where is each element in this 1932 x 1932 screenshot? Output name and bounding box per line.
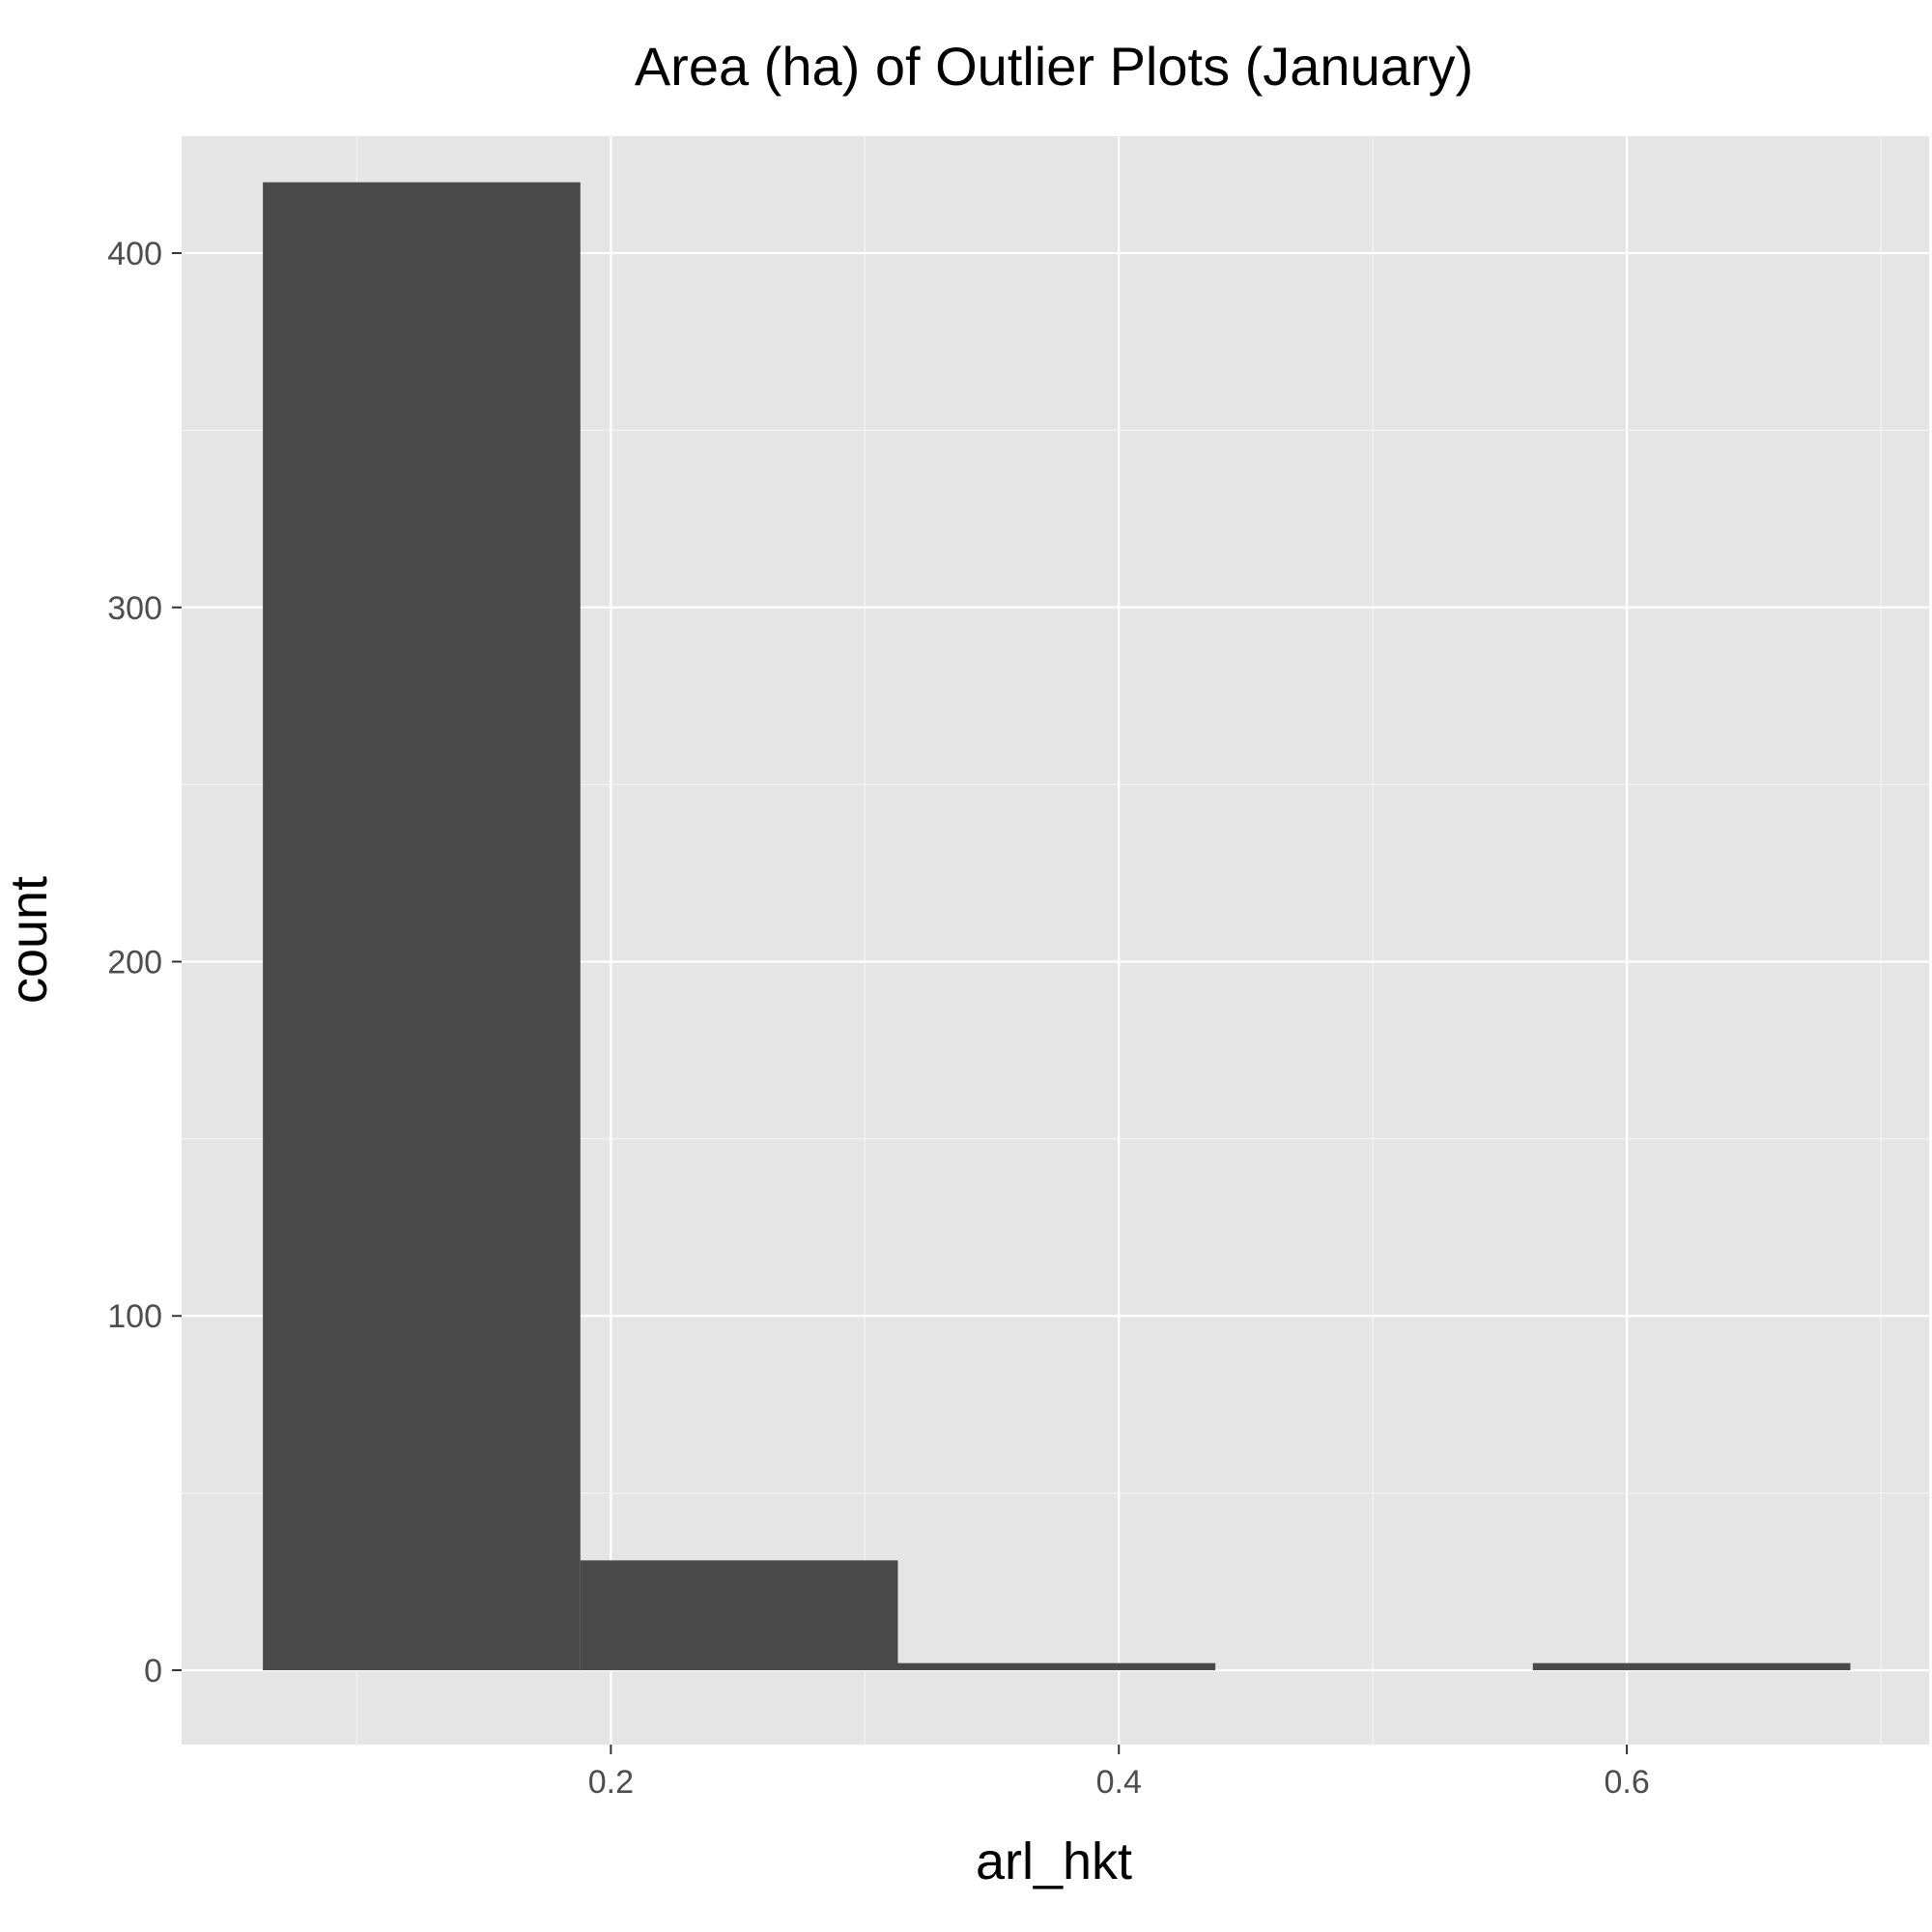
histogram-bars (263, 182, 1851, 1670)
x-axis-title: arl_hkt (976, 1833, 1132, 1890)
x-tick-label: 0.2 (588, 1764, 634, 1801)
y-tick-label: 100 (107, 1298, 162, 1335)
histogram-bar-1 (263, 182, 581, 1670)
x-tick-label: 0.6 (1604, 1764, 1649, 1801)
y-tick-label: 200 (107, 945, 162, 981)
y-tick-label: 0 (144, 1653, 162, 1690)
y-tick-label: 300 (107, 590, 162, 627)
histogram-bar-5 (1532, 1662, 1851, 1670)
y-axis: 0 100 200 300 400 (107, 236, 182, 1690)
histogram-bar-2 (580, 1560, 898, 1670)
x-axis: 0.2 0.4 0.6 (588, 1745, 1650, 1801)
y-axis-title: count (0, 876, 58, 1004)
y-tick-label: 400 (107, 236, 162, 272)
x-tick-label: 0.4 (1096, 1764, 1142, 1801)
histogram-bar-3 (897, 1662, 1216, 1670)
chart-title: Area (ha) of Outlier Plots (January) (635, 36, 1473, 97)
